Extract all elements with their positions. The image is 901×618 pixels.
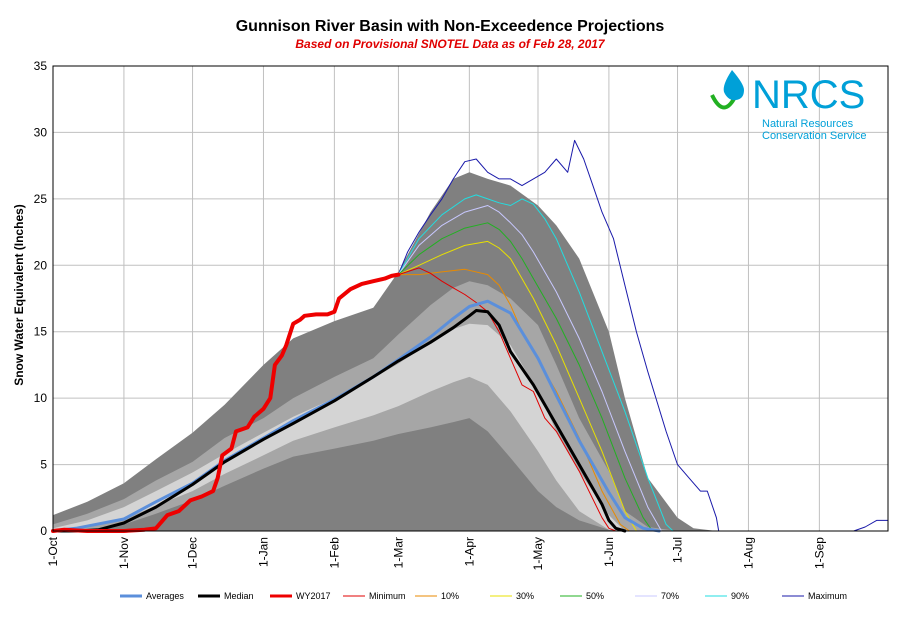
x-tick-label: 1-Jun xyxy=(602,537,616,567)
chart-title: Gunnison River Basin with Non-Exceedence… xyxy=(236,18,665,35)
legend: Averages Median WY2017 Minimum 10% 30% 50% 70% 9… xyxy=(120,591,847,601)
y-tick-label: 5 xyxy=(40,458,47,472)
x-tick-labels: 1-Oct 1-Nov 1-Dec 1-Jan 1-Feb 1-Mar 1-Apr 1-May… xyxy=(46,536,826,570)
series-line-90pct xyxy=(397,194,674,532)
series-line-median xyxy=(51,309,627,533)
y-tick-label: 25 xyxy=(34,192,48,206)
logo-line2: Conservation Service xyxy=(762,130,867,142)
legend-label: WY2017 xyxy=(296,591,331,601)
x-tick-label: 1-Dec xyxy=(186,537,200,569)
legend-label: 70% xyxy=(661,591,679,601)
series-line-wy2017 xyxy=(51,272,401,533)
x-tick-label: 1-Sep xyxy=(812,537,826,569)
y-tick-labels: 0 5 10 15 20 25 30 35 xyxy=(34,59,48,538)
y-tick-label: 0 xyxy=(40,524,47,538)
logo-wordmark: NRCS xyxy=(752,73,865,117)
y-tick-label: 10 xyxy=(34,391,48,405)
series-lines xyxy=(51,139,889,533)
series-line-minimum xyxy=(397,267,617,532)
series-line-70pct xyxy=(397,205,662,532)
x-tick-label: 1-Jul xyxy=(671,537,685,563)
legend-label: Minimum xyxy=(369,591,406,601)
y-tick-label: 15 xyxy=(34,325,48,339)
y-tick-label: 20 xyxy=(34,258,48,272)
y-tick-label: 30 xyxy=(34,125,48,139)
x-tick-label: 1-May xyxy=(531,537,545,570)
x-tick-label: 1-Jan xyxy=(256,537,270,567)
legend-label: 10% xyxy=(441,591,459,601)
logo-line1: Natural Resources xyxy=(762,118,854,130)
y-tick-label: 35 xyxy=(34,59,48,73)
series-line-50pct xyxy=(397,222,653,532)
water-drop-icon xyxy=(723,70,744,101)
x-tick-label: 1-Feb xyxy=(327,537,341,569)
series-line-30pct xyxy=(397,240,637,532)
legend-label: Median xyxy=(224,591,254,601)
legend-label: Averages xyxy=(146,591,184,601)
x-tick-label: 1-Oct xyxy=(46,536,60,566)
legend-label: 50% xyxy=(586,591,604,601)
x-tick-label: 1-Mar xyxy=(391,537,405,568)
legend-label: 90% xyxy=(731,591,749,601)
chart-subtitle: Based on Provisional SNOTEL Data as of F… xyxy=(295,37,606,51)
series-line-maximum xyxy=(397,139,889,532)
nrcs-logo: NRCS Natural Resources Conservation Serv… xyxy=(710,70,867,142)
y-axis-title: Snow Water Equivalent (Inches) xyxy=(12,204,26,386)
x-tick-label: 1-Aug xyxy=(741,537,755,569)
series-line-averages xyxy=(51,299,661,533)
plot-frame xyxy=(52,65,889,532)
x-tick-label: 1-Nov xyxy=(117,537,131,569)
legend-label: 30% xyxy=(516,591,534,601)
x-tick-label: 1-Apr xyxy=(462,537,476,566)
legend-label: Maximum xyxy=(808,591,847,601)
